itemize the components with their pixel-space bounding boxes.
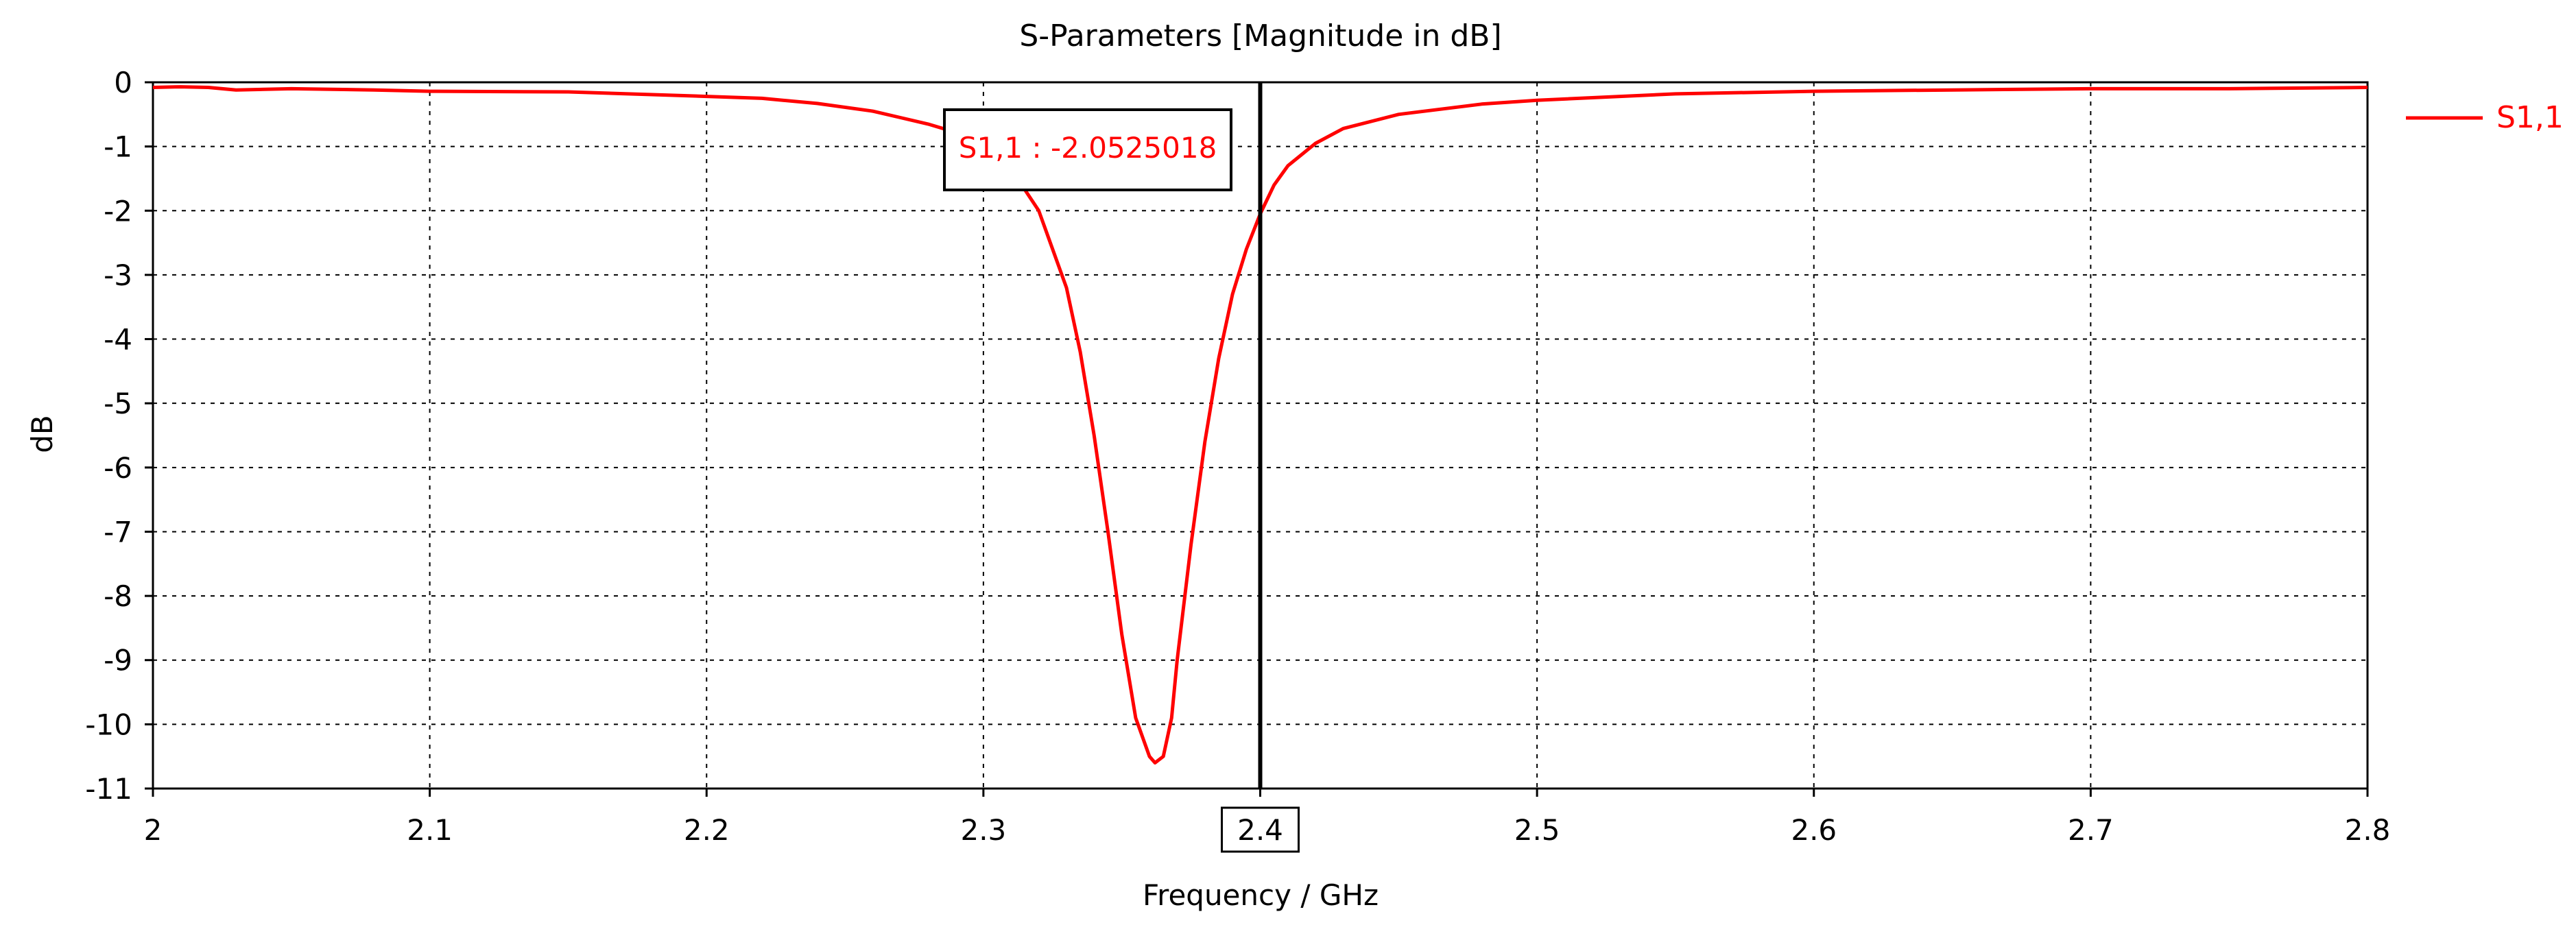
x-axis-ticks: 2 2.1 2.2 2.3 2.4 2.5 2.6 2.7 2.8 [144, 789, 2391, 853]
chart-title: S-Parameters [Magnitude in dB] [1019, 19, 1501, 53]
x-tick-label-7: 2.7 [2068, 813, 2114, 847]
marker-readout-text: S1,1 : -2.0525018 [959, 131, 1217, 165]
y-tick-label-9: -9 [104, 644, 132, 677]
x-tick-label-6: 2.6 [1791, 813, 1837, 847]
y-tick-label-6: -6 [104, 451, 132, 485]
legend-label-s11: S1,1 [2496, 100, 2564, 135]
x-tick-marker-box [1221, 806, 1300, 853]
y-tick-label-8: -8 [104, 579, 132, 613]
y-tick-label-1: -1 [104, 130, 132, 164]
y-tick-label-4: -4 [104, 323, 132, 357]
y-axis-label: dB [25, 415, 59, 453]
y-tick-label-2: -2 [104, 194, 132, 228]
x-tick-label-0: 2 [144, 813, 163, 847]
x-tick-label-2: 2.2 [684, 813, 730, 847]
x-tick-label-8: 2.8 [2345, 813, 2391, 847]
y-tick-label-11: -11 [85, 772, 132, 806]
x-axis-label: Frequency / GHz [1143, 878, 1379, 912]
y-tick-label-10: -10 [85, 708, 132, 741]
x-tick-label-4: 2.4 [1237, 813, 1283, 847]
series-layer [152, 85, 2368, 765]
x-tick-label-3: 2.3 [960, 813, 1006, 847]
marker-readout-box [943, 108, 1232, 191]
legend: S1,1 [2406, 100, 2564, 135]
y-axis-ticks: 0 -1 -2 -3 -4 -5 -6 -7 -8 -9 -10 -11 [85, 66, 153, 806]
series-line-s11[interactable] [152, 85, 2368, 765]
x-tick-label-1: 2.1 [407, 813, 453, 847]
marker-readout: S1,1 : -2.0525018 [943, 108, 1232, 191]
y-tick-label-7: -7 [104, 515, 132, 549]
y-tick-label-3: -3 [104, 258, 132, 292]
y-tick-label-5: -5 [104, 387, 132, 420]
x-tick-label-5: 2.5 [1514, 813, 1560, 847]
y-tick-label-0: 0 [114, 66, 132, 99]
